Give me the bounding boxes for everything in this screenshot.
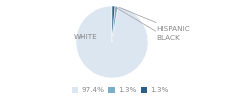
Text: BLACK: BLACK: [116, 8, 180, 41]
Wedge shape: [76, 6, 148, 78]
Text: WHITE: WHITE: [74, 34, 98, 40]
Wedge shape: [112, 6, 118, 42]
Wedge shape: [112, 6, 115, 42]
Legend: 97.4%, 1.3%, 1.3%: 97.4%, 1.3%, 1.3%: [69, 84, 171, 96]
Text: HISPANIC: HISPANIC: [119, 7, 190, 32]
